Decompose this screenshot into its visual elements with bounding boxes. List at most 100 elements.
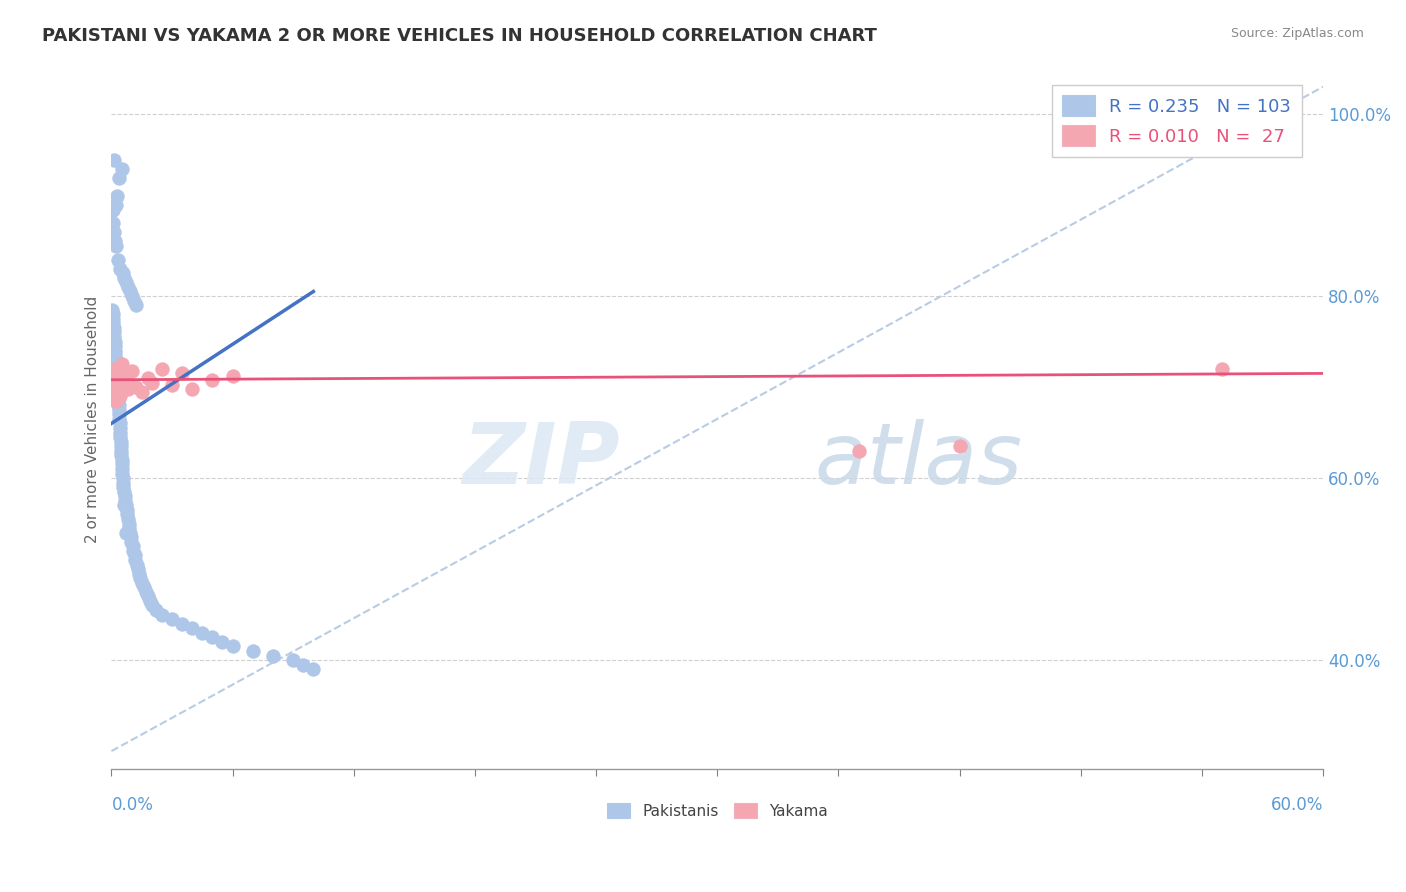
Point (117, 382, 139, 396)
Point (105, 198, 128, 212)
Point (150, 362, 173, 376)
Point (118, 377, 141, 392)
Point (107, 252, 129, 267)
Point (105, 371, 128, 385)
Point (107, 389, 129, 403)
Point (105, 376, 128, 390)
Point (124, 298, 146, 312)
Point (103, 317, 125, 331)
Point (107, 398, 129, 412)
Text: 0.0%: 0.0% (111, 797, 153, 814)
Point (283, 653, 305, 667)
Point (242, 644, 264, 658)
Text: ZIP: ZIP (463, 419, 620, 502)
Point (117, 512, 139, 526)
Point (111, 462, 134, 476)
Point (112, 270, 135, 285)
Point (127, 562, 149, 576)
Point (110, 261, 132, 276)
Point (141, 599, 163, 613)
Point (262, 648, 284, 663)
Point (112, 499, 135, 513)
Point (115, 503, 138, 517)
Point (221, 369, 243, 384)
Point (108, 408, 131, 422)
Point (201, 631, 224, 645)
Point (104, 239, 127, 253)
Point (104, 393, 127, 408)
Point (145, 603, 167, 617)
Point (103, 326, 125, 340)
Point (105, 380, 128, 394)
Point (112, 373, 135, 387)
Point (120, 534, 142, 549)
Point (105, 367, 128, 381)
Point (114, 276, 136, 290)
Point (104, 235, 127, 249)
Point (110, 439, 132, 453)
Point (107, 189, 129, 203)
Point (107, 398, 129, 412)
Point (110, 443, 132, 458)
Point (172, 367, 194, 381)
Point (191, 625, 214, 640)
Text: atlas: atlas (814, 419, 1022, 502)
Point (108, 417, 131, 431)
Point (104, 339, 127, 353)
Point (105, 357, 128, 371)
Point (115, 508, 138, 522)
Point (131, 575, 153, 590)
Point (110, 434, 132, 449)
Point (110, 161, 132, 176)
Point (110, 448, 132, 462)
Point (122, 293, 145, 308)
Point (949, 439, 972, 453)
Point (136, 371, 159, 385)
Point (114, 489, 136, 503)
Point (128, 566, 150, 581)
Point (121, 539, 143, 553)
Point (114, 493, 136, 508)
Point (101, 302, 124, 317)
Point (131, 384, 153, 399)
Point (181, 382, 204, 396)
Point (108, 389, 131, 403)
Point (111, 453, 134, 467)
Point (110, 430, 132, 444)
Point (103, 202, 125, 217)
Point (1211, 362, 1233, 376)
Point (111, 475, 134, 490)
Point (107, 371, 129, 385)
Point (124, 549, 146, 563)
Point (118, 525, 141, 540)
Point (104, 362, 127, 376)
Point (104, 352, 127, 367)
Point (104, 348, 127, 362)
Text: 60.0%: 60.0% (1271, 797, 1323, 814)
Point (139, 594, 162, 608)
Point (117, 280, 139, 294)
Point (124, 553, 146, 567)
Point (108, 425, 131, 440)
Point (124, 380, 146, 394)
Point (111, 458, 134, 472)
Point (111, 467, 134, 481)
Point (136, 590, 159, 604)
Point (211, 635, 233, 649)
Point (112, 480, 135, 494)
Text: PAKISTANI VS YAKAMA 2 OR MORE VEHICLES IN HOUSEHOLD CORRELATION CHART: PAKISTANI VS YAKAMA 2 OR MORE VEHICLES I… (42, 27, 877, 45)
Point (302, 662, 325, 676)
Point (105, 376, 128, 390)
Point (117, 516, 139, 531)
Point (107, 393, 129, 408)
Point (108, 170, 131, 185)
Text: Source: ZipAtlas.com: Source: ZipAtlas.com (1230, 27, 1364, 40)
Point (103, 225, 125, 239)
Point (103, 330, 125, 344)
Point (172, 616, 194, 631)
Point (114, 369, 136, 384)
Point (101, 380, 124, 394)
Point (181, 621, 204, 635)
Point (118, 285, 141, 299)
Point (132, 580, 155, 594)
